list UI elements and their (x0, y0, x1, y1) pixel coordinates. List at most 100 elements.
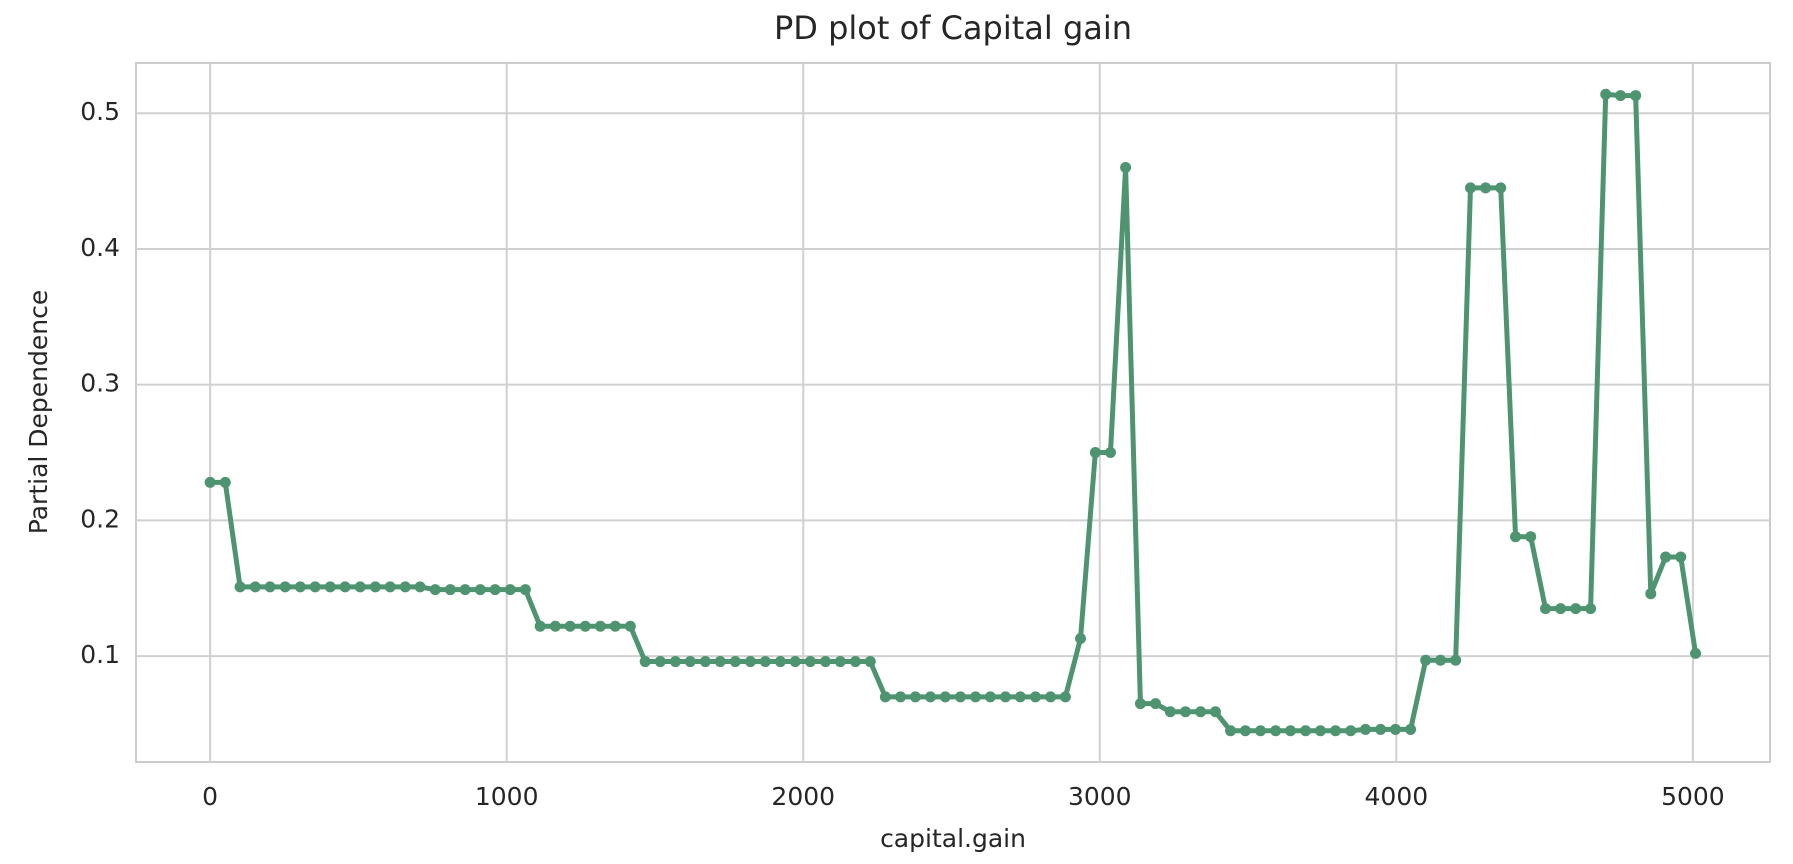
data-point (264, 581, 276, 593)
data-point (774, 656, 786, 668)
data-point (1209, 706, 1221, 718)
data-point (309, 581, 321, 593)
data-point (384, 581, 396, 593)
data-point (1510, 531, 1522, 543)
data-point (1300, 725, 1312, 737)
data-point (504, 584, 516, 596)
data-point (279, 581, 291, 593)
data-point (339, 581, 351, 593)
data-point (1525, 531, 1537, 543)
data-point (519, 584, 531, 596)
x-axis-label: capital.gain (880, 824, 1026, 853)
data-point (939, 691, 951, 703)
data-point (534, 620, 546, 632)
data-point (579, 620, 591, 632)
data-point (1540, 603, 1552, 615)
data-point (1104, 447, 1116, 459)
data-point (759, 656, 771, 668)
chart-title: PD plot of Capital gain (774, 9, 1132, 47)
data-point (1615, 90, 1627, 102)
data-point (249, 581, 261, 593)
data-point (234, 581, 246, 593)
data-point (294, 581, 306, 593)
data-point (1164, 706, 1176, 718)
data-point (819, 656, 831, 668)
data-point (1360, 723, 1372, 735)
data-point (1195, 706, 1207, 718)
data-point (1570, 603, 1582, 615)
data-point (1330, 725, 1342, 737)
data-point (429, 584, 441, 596)
x-tick-label: 0 (202, 782, 218, 811)
x-tick-label: 4000 (1365, 782, 1429, 811)
data-point (1375, 723, 1387, 735)
data-point (1179, 706, 1191, 718)
data-point (474, 584, 486, 596)
data-point (369, 581, 381, 593)
data-point (1420, 654, 1432, 666)
data-point (1480, 182, 1492, 194)
data-point (879, 691, 891, 703)
x-tick-label: 1000 (475, 782, 539, 811)
data-point (1660, 551, 1672, 563)
data-point (1075, 632, 1087, 644)
data-point (219, 476, 231, 488)
data-point (834, 656, 846, 668)
data-point (1345, 725, 1357, 737)
data-point (1270, 725, 1282, 737)
data-point (1150, 698, 1162, 710)
data-point (984, 691, 996, 703)
data-point (970, 691, 982, 703)
x-tick-label: 3000 (1068, 782, 1132, 811)
data-point (1555, 603, 1567, 615)
data-point (1389, 723, 1401, 735)
data-point (654, 656, 666, 668)
y-tick-label: 0.5 (80, 97, 120, 126)
data-point (1120, 162, 1132, 174)
data-point (564, 620, 576, 632)
data-point (624, 620, 636, 632)
data-point (1284, 725, 1296, 737)
data-point (804, 656, 816, 668)
data-point (744, 656, 756, 668)
data-point (1585, 603, 1597, 615)
data-point (1405, 723, 1417, 735)
data-point (324, 581, 336, 593)
data-point (414, 581, 426, 593)
data-point (444, 584, 456, 596)
y-axis-label: Partial Dependence (24, 290, 53, 534)
data-point (789, 656, 801, 668)
data-point (594, 620, 606, 632)
data-point (1464, 182, 1476, 194)
data-point (1225, 725, 1237, 737)
data-point (1239, 725, 1251, 737)
data-point (1045, 691, 1057, 703)
data-point (1690, 647, 1702, 659)
data-point (1029, 691, 1041, 703)
data-point (1495, 182, 1507, 194)
data-point (714, 656, 726, 668)
data-point (1059, 691, 1071, 703)
data-point (999, 691, 1011, 703)
data-point (1600, 88, 1612, 100)
data-point (924, 691, 936, 703)
y-tick-label: 0.1 (80, 640, 120, 669)
x-tick-label: 5000 (1661, 782, 1725, 811)
data-point (1435, 654, 1447, 666)
data-point (1089, 447, 1101, 459)
data-point (399, 581, 411, 593)
x-tick-label: 2000 (771, 782, 835, 811)
y-tick-label: 0.4 (80, 233, 120, 262)
data-point (204, 476, 216, 488)
y-tick-label: 0.3 (80, 369, 120, 398)
data-point (729, 656, 741, 668)
data-point (895, 691, 907, 703)
data-point (909, 691, 921, 703)
data-point (864, 656, 876, 668)
data-line (210, 91, 1699, 734)
data-point (354, 581, 366, 593)
data-point (1134, 698, 1146, 710)
data-point (489, 584, 501, 596)
